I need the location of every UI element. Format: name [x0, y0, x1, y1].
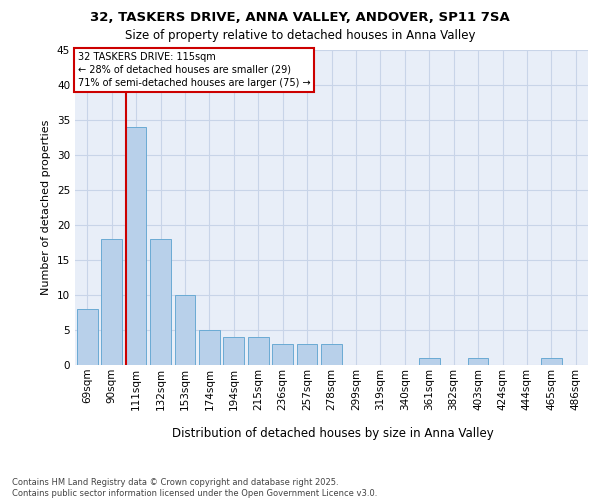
Bar [272, 344, 293, 365]
Bar [175, 295, 196, 365]
Bar [223, 337, 244, 365]
Bar [467, 358, 488, 365]
Bar [296, 344, 317, 365]
Text: Distribution of detached houses by size in Anna Valley: Distribution of detached houses by size … [172, 428, 494, 440]
Y-axis label: Number of detached properties: Number of detached properties [41, 120, 52, 295]
Bar [321, 344, 342, 365]
Bar [248, 337, 269, 365]
Bar [101, 239, 122, 365]
Bar [541, 358, 562, 365]
Bar [77, 309, 98, 365]
Text: 32 TASKERS DRIVE: 115sqm
← 28% of detached houses are smaller (29)
71% of semi-d: 32 TASKERS DRIVE: 115sqm ← 28% of detach… [77, 52, 310, 88]
Text: 32, TASKERS DRIVE, ANNA VALLEY, ANDOVER, SP11 7SA: 32, TASKERS DRIVE, ANNA VALLEY, ANDOVER,… [90, 11, 510, 24]
Text: Contains HM Land Registry data © Crown copyright and database right 2025.
Contai: Contains HM Land Registry data © Crown c… [12, 478, 377, 498]
Bar [199, 330, 220, 365]
Bar [419, 358, 440, 365]
Text: Size of property relative to detached houses in Anna Valley: Size of property relative to detached ho… [125, 29, 475, 42]
Bar [150, 239, 171, 365]
Bar [125, 127, 146, 365]
